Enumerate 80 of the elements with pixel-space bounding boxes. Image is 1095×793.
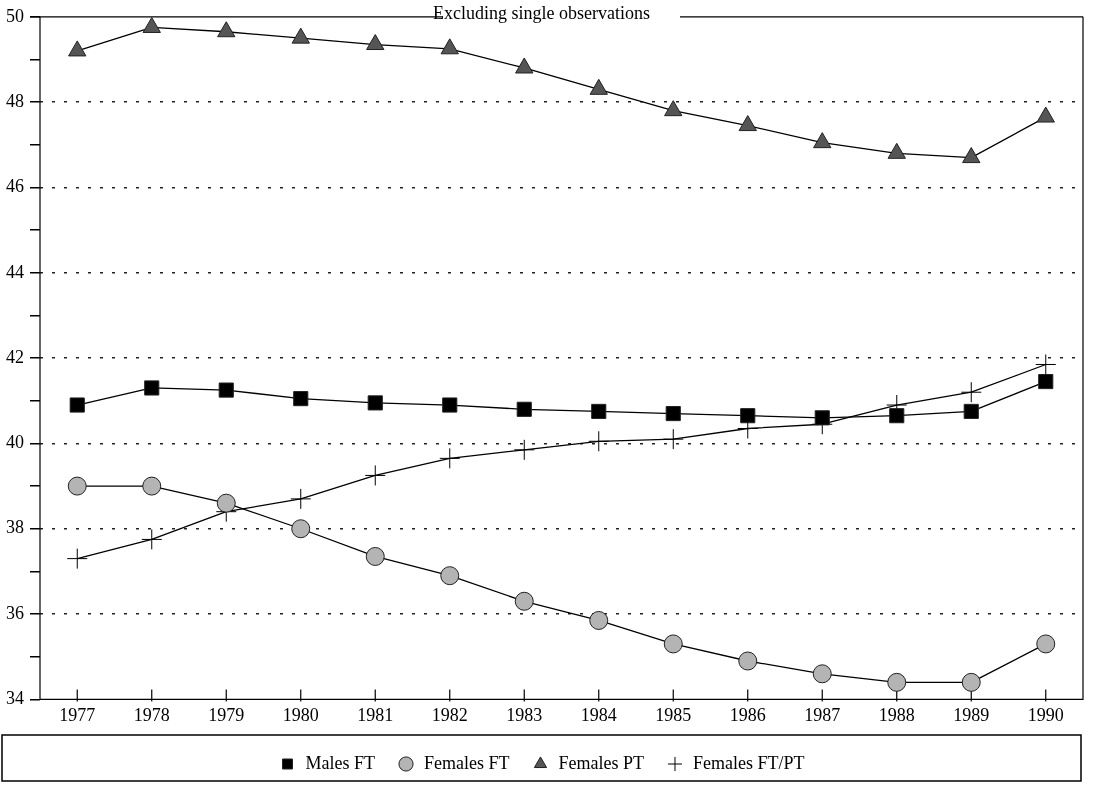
point xyxy=(963,403,979,419)
point xyxy=(216,493,236,513)
point xyxy=(218,382,234,398)
point xyxy=(440,566,460,586)
x-tick-label: 1979 xyxy=(208,704,245,725)
point xyxy=(738,115,757,132)
point xyxy=(1035,354,1057,375)
point xyxy=(589,610,609,630)
point xyxy=(144,380,160,396)
point xyxy=(738,651,758,671)
point xyxy=(366,34,385,51)
x-tick-label: 1983 xyxy=(506,704,543,725)
point xyxy=(665,405,681,422)
point xyxy=(291,519,311,539)
point xyxy=(591,403,607,419)
point xyxy=(515,57,534,74)
legend-label: Males FT xyxy=(305,752,376,773)
point xyxy=(514,591,534,611)
y-tick-label: 48 xyxy=(6,90,24,111)
x-tick-label: 1977 xyxy=(59,704,96,725)
x-tick-label: 1988 xyxy=(878,704,915,725)
point xyxy=(664,100,683,117)
legend-label: Females PT xyxy=(558,752,644,773)
point xyxy=(141,528,163,550)
point xyxy=(217,21,236,38)
point xyxy=(142,476,162,496)
point xyxy=(1038,373,1054,390)
point xyxy=(291,27,310,44)
point xyxy=(293,391,309,407)
x-tick-label: 1982 xyxy=(431,704,468,725)
point xyxy=(962,147,981,164)
point xyxy=(1036,634,1056,654)
point xyxy=(813,132,832,149)
point xyxy=(662,428,684,450)
point xyxy=(740,408,756,424)
y-tick-label: 36 xyxy=(6,602,24,623)
y-tick-label: 46 xyxy=(6,176,24,197)
x-tick-label: 1986 xyxy=(729,704,766,725)
point xyxy=(887,672,907,692)
x-tick-label: 1987 xyxy=(804,704,841,725)
point xyxy=(960,381,982,403)
legend-label: Females FT xyxy=(424,752,510,773)
point xyxy=(440,38,459,55)
point xyxy=(663,634,683,654)
point xyxy=(365,546,385,566)
point xyxy=(68,40,87,57)
y-tick-label: 34 xyxy=(6,688,24,709)
x-tick-label: 1980 xyxy=(282,704,319,725)
y-tick-label: 42 xyxy=(6,346,24,367)
x-tick-label: 1990 xyxy=(1027,704,1064,725)
point xyxy=(442,397,458,413)
x-tick-label: 1989 xyxy=(953,704,990,725)
point xyxy=(66,548,88,570)
point xyxy=(961,672,981,692)
point xyxy=(1036,106,1055,123)
point xyxy=(142,16,161,33)
x-tick-label: 1984 xyxy=(580,704,617,725)
y-tick-label: 40 xyxy=(6,432,24,453)
y-tick-label: 44 xyxy=(6,261,24,282)
point xyxy=(516,401,532,417)
x-tick-label: 1978 xyxy=(133,704,170,725)
y-tick-label: 38 xyxy=(6,517,24,538)
point xyxy=(887,142,906,159)
y-tick-label: 50 xyxy=(6,5,24,26)
point xyxy=(513,439,535,461)
point xyxy=(67,476,87,496)
point xyxy=(439,447,461,469)
point xyxy=(889,408,905,424)
legend-label: Females FT/PT xyxy=(692,752,805,773)
point xyxy=(69,397,85,413)
point xyxy=(814,410,830,426)
point xyxy=(290,488,312,510)
x-tick-label: 1985 xyxy=(655,704,692,725)
point xyxy=(589,78,608,95)
point xyxy=(588,430,610,452)
chart-title: Excluding single observations xyxy=(433,2,650,23)
point xyxy=(812,664,832,684)
point xyxy=(364,464,386,486)
point xyxy=(367,395,383,411)
x-tick-label: 1981 xyxy=(357,704,394,725)
